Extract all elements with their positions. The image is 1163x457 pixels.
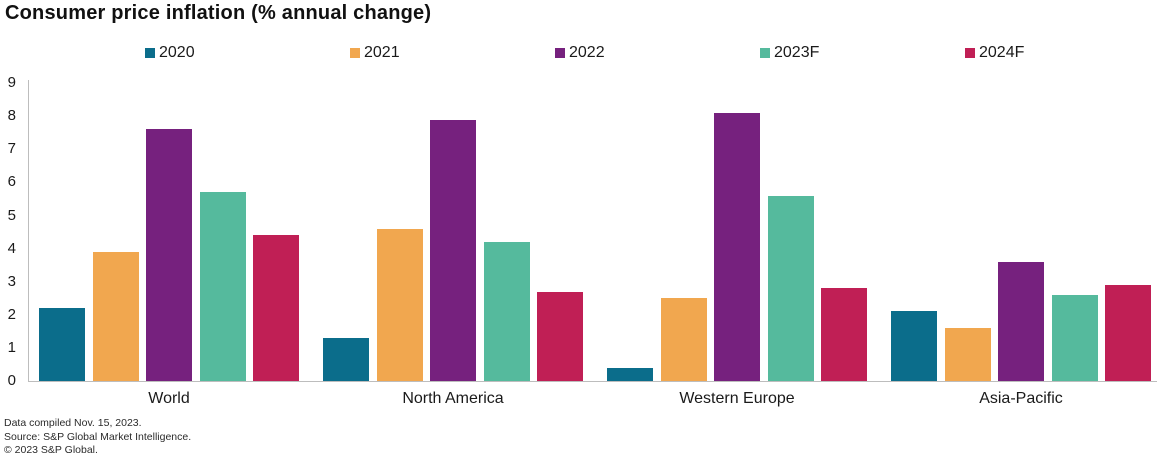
bar-2023f-asia-pacific <box>1051 295 1098 381</box>
legend-item-2020: 2020 <box>145 44 195 62</box>
y-tick-label-6: 6 <box>7 173 16 191</box>
bar-2022-north-america <box>430 120 477 381</box>
y-tick-label-1: 1 <box>7 338 16 356</box>
bar-2022-asia-pacific <box>998 262 1045 381</box>
y-axis-line <box>28 80 29 381</box>
legend-swatch-2024f <box>965 48 975 58</box>
bar-2021-world <box>92 252 139 381</box>
bar-2024f-north-america <box>537 292 584 381</box>
bar-2024f-asia-pacific <box>1105 285 1152 381</box>
legend-item-2024f: 2024F <box>965 44 1024 62</box>
legend-item-2023f: 2023F <box>760 44 819 62</box>
chart-title: Consumer price inflation (% annual chang… <box>5 2 432 24</box>
bar-2024f-world <box>253 235 300 381</box>
x-category-label-world: World <box>148 390 190 407</box>
y-tick-label-4: 4 <box>7 239 16 257</box>
bar-2020-north-america <box>323 338 369 381</box>
legend-swatch-2020 <box>145 48 155 58</box>
legend-swatch-2023f <box>760 48 770 58</box>
legend-item-2021: 2021 <box>350 44 400 62</box>
bar-2020-world <box>39 308 85 381</box>
footer: Data compiled Nov. 15, 2023. Source: S&P… <box>4 417 191 457</box>
legend-label-2023f: 2023F <box>774 44 820 61</box>
bar-2020-western-europe <box>607 368 653 381</box>
bar-2020-asia-pacific <box>891 311 937 381</box>
x-category-label-asia-pacific: Asia-Pacific <box>979 390 1063 407</box>
footer-copyright-note: © 2023 S&P Global. <box>4 444 98 456</box>
bar-2024f-western-europe <box>821 288 868 381</box>
legend-label-2021: 2021 <box>364 44 400 61</box>
bar-2021-asia-pacific <box>944 328 991 381</box>
x-category-label-north-america: North America <box>402 390 504 407</box>
x-category-label-western-europe: Western Europe <box>679 390 795 407</box>
x-axis-line <box>28 381 1157 382</box>
legend-swatch-2021 <box>350 48 360 58</box>
y-tick-label-2: 2 <box>7 305 16 323</box>
legend-label-2024f: 2024F <box>979 44 1025 61</box>
y-tick-label-9: 9 <box>7 74 16 92</box>
bar-2021-north-america <box>376 229 423 381</box>
y-tick-label-5: 5 <box>7 206 16 224</box>
footer-compiled-note: Data compiled Nov. 15, 2023. <box>4 417 142 429</box>
y-tick-label-8: 8 <box>7 107 16 125</box>
y-tick-label-0: 0 <box>7 372 16 389</box>
footer-source-note: Source: S&P Global Market Intelligence. <box>4 430 192 443</box>
legend-label-2022: 2022 <box>569 44 605 61</box>
y-tick-label-7: 7 <box>7 140 16 158</box>
bar-2023f-western-europe <box>767 196 814 381</box>
bar-2023f-north-america <box>483 242 530 381</box>
legend-item-2022: 2022 <box>555 44 605 62</box>
y-tick-label-3: 3 <box>7 272 16 290</box>
legend-swatch-2022 <box>555 48 565 58</box>
bar-2023f-world <box>199 192 246 381</box>
bar-2022-world <box>146 129 193 381</box>
bar-2022-western-europe <box>714 113 761 381</box>
bar-2021-western-europe <box>660 298 707 381</box>
legend-label-2020: 2020 <box>159 44 195 61</box>
